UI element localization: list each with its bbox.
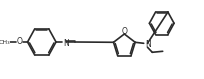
Text: O: O [121,26,127,35]
Text: O: O [17,38,22,47]
Text: N: N [144,40,150,49]
Text: CH₃: CH₃ [0,41,11,46]
Text: N: N [63,38,69,47]
